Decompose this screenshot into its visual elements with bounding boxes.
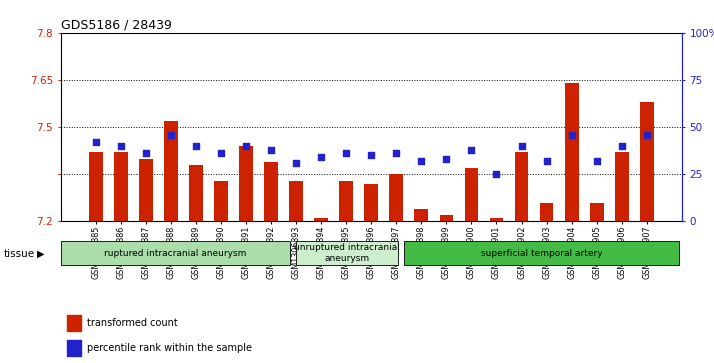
Point: [466, 147, 477, 152]
Bar: [214, 180, 228, 221]
Bar: [640, 102, 653, 221]
Bar: [590, 203, 603, 221]
Point: [216, 151, 227, 156]
Text: tissue: tissue: [4, 249, 35, 259]
Text: ruptured intracranial aneurysm: ruptured intracranial aneurysm: [104, 249, 246, 258]
Point: [416, 158, 427, 164]
Text: percentile rank within the sample: percentile rank within the sample: [87, 343, 252, 353]
Point: [140, 151, 151, 156]
Text: transformed count: transformed count: [87, 318, 178, 328]
Text: superficial temporal artery: superficial temporal artery: [481, 249, 602, 258]
Bar: [61, 241, 291, 265]
Point: [316, 154, 327, 160]
Bar: [565, 83, 578, 221]
Bar: [389, 174, 403, 221]
Point: [115, 143, 126, 149]
Bar: [114, 152, 128, 221]
Text: GDS5186 / 28439: GDS5186 / 28439: [61, 19, 171, 32]
Bar: [164, 121, 178, 221]
Text: unruptured intracranial
aneurysm: unruptured intracranial aneurysm: [294, 244, 400, 263]
Point: [90, 139, 101, 145]
Bar: [239, 146, 253, 221]
Point: [291, 160, 302, 166]
Bar: [189, 165, 203, 221]
Bar: [296, 241, 398, 265]
Point: [266, 147, 277, 152]
Point: [441, 156, 452, 162]
Point: [391, 151, 402, 156]
Point: [241, 143, 252, 149]
Bar: [540, 203, 553, 221]
Point: [165, 132, 176, 138]
Bar: [490, 218, 503, 221]
Bar: [465, 168, 478, 221]
Bar: [615, 152, 628, 221]
Bar: [67, 340, 81, 356]
Point: [616, 143, 628, 149]
Bar: [440, 215, 453, 221]
Bar: [415, 209, 428, 221]
Point: [566, 132, 578, 138]
Bar: [264, 162, 278, 221]
Bar: [289, 180, 303, 221]
Bar: [515, 152, 528, 221]
Point: [641, 132, 653, 138]
Text: ▶: ▶: [37, 249, 45, 259]
Bar: [403, 241, 679, 265]
Point: [491, 171, 502, 177]
Point: [541, 158, 553, 164]
Bar: [67, 315, 81, 331]
Point: [190, 143, 201, 149]
Bar: [339, 180, 353, 221]
Point: [591, 158, 603, 164]
Point: [516, 143, 527, 149]
Point: [366, 152, 377, 158]
Bar: [89, 152, 103, 221]
Bar: [364, 184, 378, 221]
Bar: [314, 218, 328, 221]
Bar: [139, 159, 153, 221]
Point: [341, 151, 352, 156]
